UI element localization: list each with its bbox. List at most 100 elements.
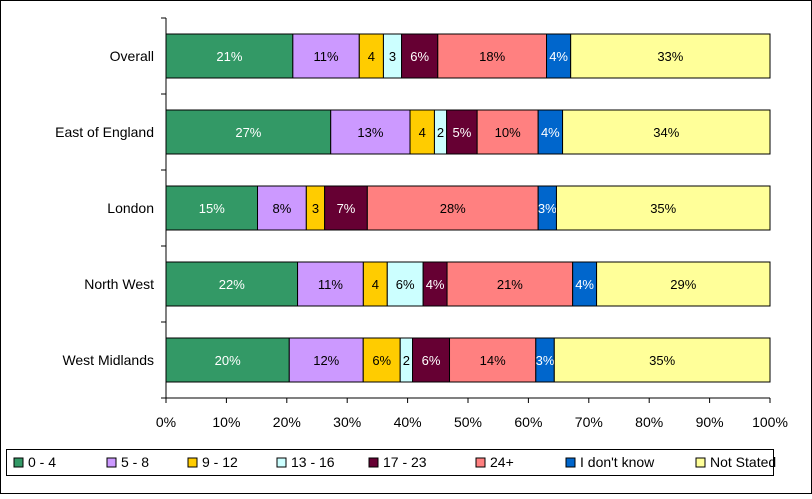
data-label-west-midlands-i-don-t-know: 3% — [536, 353, 555, 368]
legend-swatch-24 — [475, 457, 486, 468]
legend-swatch-9-12 — [187, 457, 198, 468]
bar-segment-overall-9-12 — [358, 33, 384, 79]
bar-segment-east-of-england-not-stated — [562, 109, 771, 155]
data-label-overall-17-23: 6% — [410, 49, 429, 64]
data-label-london-i-don-t-know: 3% — [538, 201, 557, 216]
bar-segment-overall-i-don-t-know — [546, 33, 572, 79]
x-tick-label-50: 50% — [454, 414, 482, 430]
data-label-north-west-i-don-t-know: 4% — [575, 277, 594, 292]
legend-label-24: 24+ — [490, 454, 514, 470]
bar-segment-west-midlands-9-12 — [362, 337, 401, 383]
bar-segment-north-west-5-8 — [297, 261, 364, 307]
axis-layer: Overall East of England London North West We… — [55, 17, 788, 430]
legend-label-13-16: 13 - 16 — [291, 454, 335, 470]
legend-swatch-17-23 — [368, 457, 379, 468]
legend-label-9-12: 9 - 12 — [202, 454, 238, 470]
bar-segment-overall-17-23 — [401, 33, 439, 79]
data-label-north-west-5-8: 11% — [318, 277, 343, 292]
data-label-london-not-stated: 35% — [650, 201, 676, 216]
bar-segment-east-of-england-24 — [476, 109, 539, 155]
bar-segment-west-midlands-17-23 — [412, 337, 451, 383]
bar-segment-north-west-not-stated — [596, 261, 771, 307]
legend-label-0-4: 0 - 4 — [28, 454, 56, 470]
bar-segment-north-west-24 — [446, 261, 574, 307]
category-label-london: London — [107, 200, 154, 216]
legend-label-5-8: 5 - 8 — [121, 454, 149, 470]
legend-swatch-not-stated — [695, 457, 706, 468]
data-label-overall-24: 18% — [479, 49, 505, 64]
bar-segment-london-17-23 — [324, 185, 368, 231]
data-label-london-5-8: 8% — [273, 201, 292, 216]
data-label-east-of-england-13-16: 2 — [437, 125, 444, 140]
data-label-east-of-england-not-stated: 34% — [653, 125, 679, 140]
bar-segment-east-of-england-0-4 — [165, 109, 332, 155]
bar-segment-east-of-england-i-don-t-know — [537, 109, 564, 155]
legend-label-i-don-t-know: I don't know — [580, 454, 655, 470]
x-tick-label-10: 10% — [212, 414, 240, 430]
data-label-north-west-17-23: 4% — [426, 277, 445, 292]
category-label-east-of-england: East of England — [55, 124, 154, 140]
data-label-london-17-23: 7% — [337, 201, 356, 216]
bar-segment-east-of-england-5-8 — [330, 109, 411, 155]
data-label-overall-0-4: 21% — [216, 49, 242, 64]
bar-segment-west-midlands-not-stated — [553, 337, 771, 383]
bar-segment-london-not-stated — [555, 185, 771, 231]
bar-segment-north-west-13-16 — [386, 261, 424, 307]
data-label-north-west-0-4: 22% — [219, 277, 245, 292]
data-label-west-midlands-24: 14% — [480, 353, 506, 368]
legend-swatch-i-don-t-know — [565, 457, 576, 468]
bar-segment-overall-0-4 — [165, 33, 294, 79]
data-label-london-9-12: 3 — [312, 201, 319, 216]
legend-label-not-stated: Not Stated — [710, 454, 776, 470]
data-label-east-of-england-24: 10% — [495, 125, 521, 140]
category-label-overall: Overall — [110, 48, 154, 64]
data-label-london-24: 28% — [440, 201, 466, 216]
data-label-london-0-4: 15% — [199, 201, 225, 216]
data-label-north-west-not-stated: 29% — [670, 277, 696, 292]
bars-layer: 21% 11% 4 3 6% 18% 4% 33%27% 13% 4 2 5% 10% 4% 34%15% 8… — [165, 33, 771, 383]
legend-swatch-13-16 — [276, 457, 287, 468]
data-label-east-of-england-i-don-t-know: 4% — [541, 125, 560, 140]
data-label-west-midlands-13-16: 2 — [403, 353, 410, 368]
data-label-north-west-24: 21% — [497, 277, 523, 292]
legend-swatch-5-8 — [106, 457, 117, 468]
bar-segment-london-24 — [366, 185, 539, 231]
category-label-north-west: North West — [84, 276, 154, 292]
legend-box — [6, 449, 774, 476]
x-tick-label-40: 40% — [394, 414, 422, 430]
bar-segment-west-midlands-24 — [449, 337, 537, 383]
bar-segment-west-midlands-0-4 — [165, 337, 290, 383]
x-tick-label-70: 70% — [575, 414, 603, 430]
data-label-west-midlands-not-stated: 35% — [649, 353, 675, 368]
data-label-overall-5-8: 11% — [314, 49, 339, 64]
x-tick-label-80: 80% — [635, 414, 663, 430]
bar-segment-west-midlands-5-8 — [288, 337, 364, 383]
data-label-west-midlands-5-8: 12% — [313, 353, 339, 368]
category-label-west-midlands: West Midlands — [62, 352, 154, 368]
data-label-east-of-england-17-23: 5% — [453, 125, 472, 140]
data-label-west-midlands-0-4: 20% — [215, 353, 241, 368]
x-tick-label-30: 30% — [333, 414, 361, 430]
data-label-north-west-13-16: 6% — [396, 277, 415, 292]
data-label-east-of-england-5-8: 13% — [357, 125, 383, 140]
legend: 0 - 4 5 - 8 9 - 12 13 - 16 17 - 23 24+ I don't… — [6, 449, 776, 476]
legend-label-17-23: 17 - 23 — [383, 454, 427, 470]
x-tick-label-0: 0% — [156, 414, 176, 430]
data-label-west-midlands-9-12: 6% — [372, 353, 391, 368]
x-tick-label-90: 90% — [696, 414, 724, 430]
x-tick-label-100: 100% — [752, 414, 788, 430]
data-label-west-midlands-17-23: 6% — [422, 353, 441, 368]
x-tick-label-60: 60% — [514, 414, 542, 430]
bar-segment-east-of-england-17-23 — [446, 109, 478, 155]
bar-segment-overall-24 — [437, 33, 548, 79]
data-label-overall-9-12: 4 — [368, 49, 375, 64]
bar-segment-overall-not-stated — [570, 33, 771, 79]
data-label-north-west-9-12: 4 — [372, 277, 379, 292]
data-label-east-of-england-0-4: 27% — [235, 125, 261, 140]
legend-swatch-0-4 — [13, 457, 24, 468]
data-label-overall-i-don-t-know: 4% — [549, 49, 568, 64]
bar-segment-london-5-8 — [257, 185, 307, 231]
